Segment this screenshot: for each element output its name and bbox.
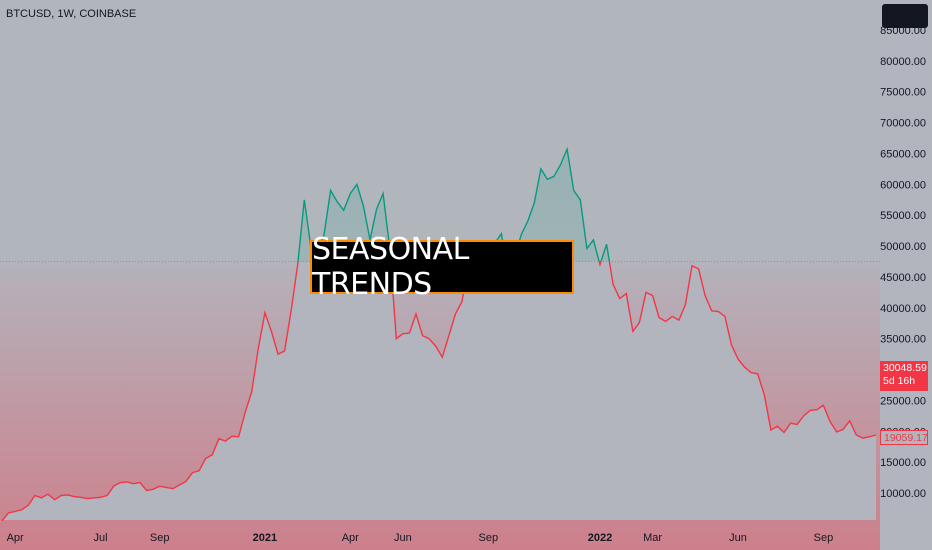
x-tick-label: Mar bbox=[643, 532, 662, 544]
toolbar-button[interactable] bbox=[882, 4, 928, 28]
x-tick-label: Jul bbox=[94, 532, 108, 544]
title-banner-text: SEASONAL TRENDS bbox=[312, 232, 469, 302]
y-tick-label: 15000.00 bbox=[880, 457, 926, 469]
y-tick-label: 70000.00 bbox=[880, 118, 926, 130]
x-tick-label: Jun bbox=[394, 532, 412, 544]
y-tick-label: 60000.00 bbox=[880, 179, 926, 191]
y-tick-label: 75000.00 bbox=[880, 87, 926, 99]
below-line-mask bbox=[2, 261, 876, 521]
y-tick-label: 10000.00 bbox=[880, 488, 926, 500]
x-tick-label: Sep bbox=[150, 532, 170, 544]
y-tick-label: 45000.00 bbox=[880, 272, 926, 284]
current-price-label: 30048.59 bbox=[883, 362, 927, 374]
x-tick-label: 2021 bbox=[253, 532, 277, 544]
y-tick-label: 85000.00 bbox=[880, 25, 926, 37]
y-tick-label: 65000.00 bbox=[880, 148, 926, 160]
x-tick-label: Sep bbox=[814, 532, 834, 544]
title-banner: SEASONAL TRENDS bbox=[310, 232, 574, 302]
x-tick-label: Sep bbox=[478, 532, 498, 544]
y-tick-label: 55000.00 bbox=[880, 210, 926, 222]
countdown-label: 5d 16h bbox=[883, 375, 916, 387]
x-tick-label: Jun bbox=[729, 532, 747, 544]
x-tick-label: Apr bbox=[342, 532, 359, 544]
baseline-price-tag: 19059.17 bbox=[880, 430, 928, 445]
x-tick-label: Apr bbox=[7, 532, 24, 544]
y-tick-label: 25000.00 bbox=[880, 395, 926, 407]
upper-zone bbox=[0, 0, 880, 262]
y-tick-label: 50000.00 bbox=[880, 241, 926, 253]
price-line-down bbox=[1, 261, 877, 522]
symbol-header: BTCUSD, 1W, COINBASE bbox=[6, 8, 137, 20]
current-price-tag: 30048.59 5d 16h bbox=[880, 361, 928, 391]
y-tick-label: 40000.00 bbox=[880, 303, 926, 315]
y-tick-label: 35000.00 bbox=[880, 334, 926, 346]
x-tick-label: 2022 bbox=[588, 532, 612, 544]
y-tick-label: 80000.00 bbox=[880, 56, 926, 68]
